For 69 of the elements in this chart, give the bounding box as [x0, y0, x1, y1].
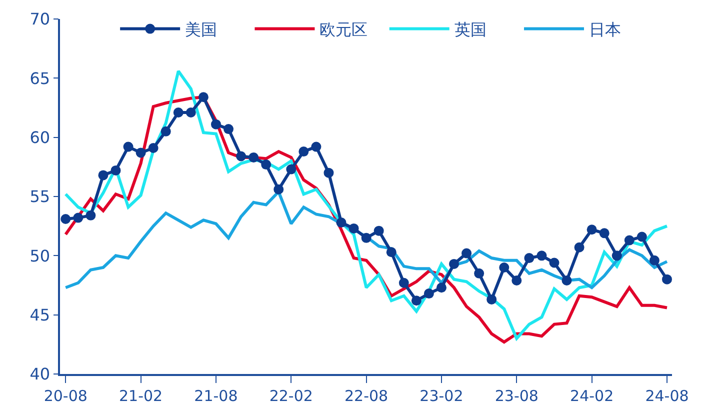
- point: [474, 268, 484, 278]
- y-tick-label: 40: [30, 364, 50, 384]
- point: [173, 107, 184, 118]
- point: [524, 253, 534, 264]
- x-tick-label: 22-08: [344, 386, 388, 405]
- point: [624, 235, 634, 246]
- point: [348, 223, 359, 234]
- point: [411, 296, 422, 306]
- point: [449, 258, 460, 269]
- point: [612, 250, 622, 261]
- point: [599, 228, 610, 238]
- point: [286, 164, 296, 174]
- y-tick-label: 60: [30, 128, 50, 147]
- y-tick-label: 50: [30, 246, 50, 266]
- y-tick-label: 55: [30, 187, 50, 206]
- point: [311, 142, 322, 152]
- point: [636, 232, 647, 242]
- point: [60, 214, 71, 224]
- point: [336, 218, 346, 228]
- y-tick-label: 65: [30, 68, 50, 88]
- point: [86, 210, 96, 220]
- x-tick-label: 23-02: [420, 386, 464, 405]
- point: [586, 224, 597, 235]
- x-tick-label: 22-02: [269, 386, 313, 405]
- point: [424, 288, 434, 299]
- point: [298, 146, 309, 157]
- point: [462, 248, 472, 258]
- x-tick-label: 24-08: [645, 386, 689, 405]
- point: [436, 282, 446, 293]
- point: [236, 151, 246, 162]
- point: [210, 119, 221, 130]
- point: [574, 242, 584, 252]
- x-tick-label: 24-02: [570, 386, 614, 405]
- point: [274, 184, 284, 194]
- point: [649, 255, 660, 266]
- point: [536, 250, 547, 261]
- point: [386, 247, 396, 258]
- x-tick-label: 21-02: [119, 386, 163, 405]
- legend-label: 日本: [589, 20, 621, 40]
- legend-label: 美国: [185, 20, 218, 40]
- point: [160, 126, 171, 136]
- point: [123, 142, 134, 152]
- point: [512, 276, 522, 286]
- point: [261, 160, 272, 170]
- point: [324, 168, 334, 178]
- point: [361, 232, 372, 243]
- x-tick-label: 23-08: [494, 386, 538, 405]
- y-tick-label: 70: [30, 10, 50, 29]
- legend-label: 英国: [454, 20, 486, 40]
- point: [224, 124, 234, 134]
- point: [499, 262, 510, 272]
- point: [398, 278, 409, 288]
- legend-label: 欧元区: [320, 20, 368, 40]
- point: [374, 226, 384, 236]
- point: [562, 276, 572, 286]
- point: [73, 212, 84, 223]
- x-tick-label: 21-08: [194, 386, 238, 405]
- point: [198, 92, 208, 102]
- point: [98, 170, 108, 180]
- point: [486, 294, 497, 304]
- point: [549, 258, 560, 268]
- point: [186, 107, 196, 118]
- point: [136, 148, 146, 158]
- point: [662, 274, 672, 284]
- point: [110, 165, 121, 176]
- y-tick-label: 45: [30, 305, 50, 324]
- point: [148, 142, 158, 153]
- point: [248, 152, 259, 162]
- x-tick-label: 20-08: [44, 386, 88, 405]
